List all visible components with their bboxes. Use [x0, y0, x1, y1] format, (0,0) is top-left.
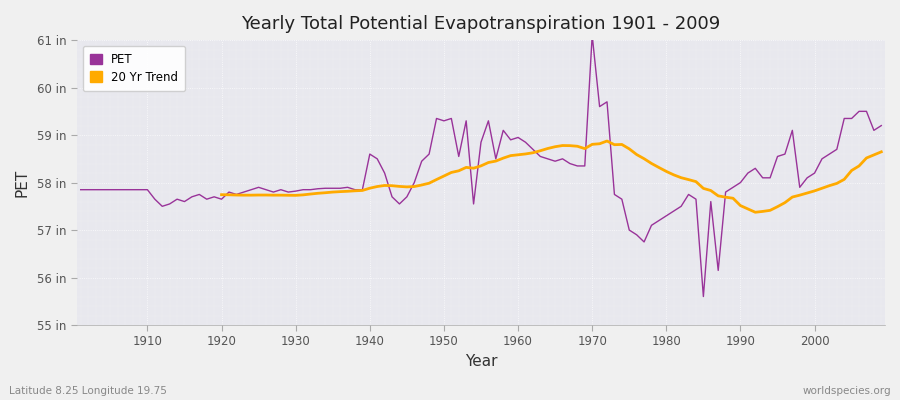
PET	[609, 192, 620, 197]
PET	[298, 187, 309, 192]
20 Yr Trend	[298, 192, 309, 197]
Text: worldspecies.org: worldspecies.org	[803, 386, 891, 396]
20 Yr Trend	[876, 150, 886, 154]
PET	[505, 138, 516, 142]
PET	[76, 187, 86, 192]
Y-axis label: PET: PET	[15, 168, 30, 197]
Line: PET: PET	[81, 35, 881, 296]
PET	[513, 135, 524, 140]
Legend: PET, 20 Yr Trend: PET, 20 Yr Trend	[83, 46, 185, 91]
Line: 20 Yr Trend: 20 Yr Trend	[221, 141, 881, 212]
PET	[135, 187, 146, 192]
20 Yr Trend	[505, 153, 516, 158]
Title: Yearly Total Potential Evapotranspiration 1901 - 2009: Yearly Total Potential Evapotranspiratio…	[241, 15, 721, 33]
PET	[342, 185, 353, 190]
PET	[698, 294, 709, 299]
PET	[876, 123, 886, 128]
20 Yr Trend	[601, 139, 612, 144]
Text: Latitude 8.25 Longitude 19.75: Latitude 8.25 Longitude 19.75	[9, 386, 166, 396]
X-axis label: Year: Year	[464, 354, 497, 369]
20 Yr Trend	[342, 189, 353, 194]
20 Yr Trend	[513, 152, 524, 157]
PET	[587, 33, 598, 38]
